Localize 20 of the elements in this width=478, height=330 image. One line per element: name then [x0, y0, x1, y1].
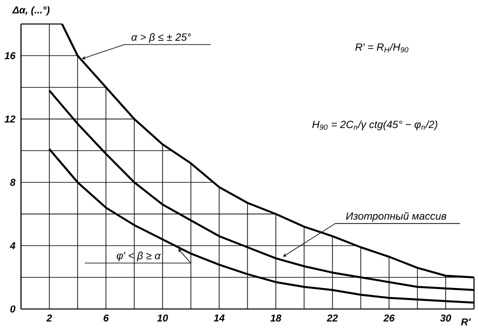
annotation: Изотропный массив [346, 212, 446, 222]
x-tick-label: 6 [104, 314, 109, 322]
x-tick-label: 22 [326, 314, 338, 322]
x-axis-title: R′ [461, 318, 471, 326]
y-tick-label: 8 [10, 178, 16, 186]
annotation: H$_{90}$ = 2C$_{n}$/γ ctg(45° − φ$_{n}$/2) [312, 120, 438, 130]
y-axis-title: Δα, (...°) [12, 6, 50, 16]
annotation: R′ = R$_{H}$/H$_{90}$ [355, 43, 408, 52]
x-tick-label: 26 [383, 314, 395, 322]
x-tick-label: 10 [157, 314, 168, 322]
x-tick-label: 18 [270, 314, 282, 322]
annotation: φ′ < β ≥ α [116, 252, 161, 262]
y-tick-label: 0 [10, 305, 16, 313]
y-tick-label: 4 [10, 242, 16, 250]
x-tick-label: 2 [46, 314, 52, 322]
annotation: α > β ≤ ± 25° [132, 33, 191, 43]
x-tick-label: 14 [214, 314, 225, 322]
y-tick-label: 12 [4, 116, 16, 122]
y-tick-label: 16 [4, 52, 16, 60]
x-tick-label: 30 [440, 314, 452, 322]
